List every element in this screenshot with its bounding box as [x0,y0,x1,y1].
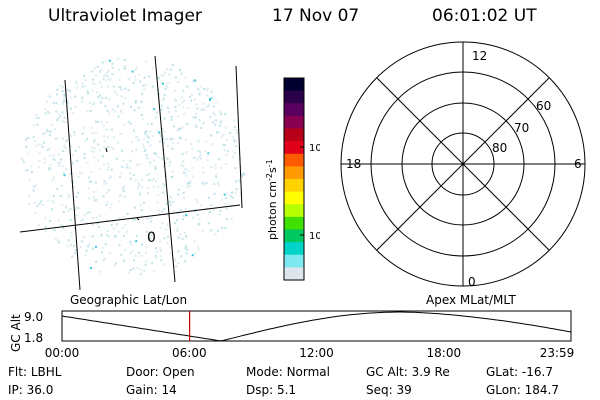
instrument-title: Ultraviolet Imager [48,6,202,26]
info-seq: Seq: 39 [366,383,412,397]
info-mode: Mode: Normal [246,365,330,379]
polar-plot: 12 18 6 0 60 70 80 [340,41,586,289]
colorbar-tick-label-10: 10 [309,231,320,242]
colorbar-unit-label: photon cm-2s-1 [265,159,279,240]
timeline-frame [61,310,572,342]
date-label: 17 Nov 07 [272,6,360,26]
colorbar-frame [283,77,305,281]
timeline-ytick-bottom: 1.8 [24,331,43,345]
geo-grid-mark [136,217,140,221]
mlt-label-6: 6 [574,157,582,171]
mlt-label-18: 18 [346,157,361,171]
colorbar-swatch [284,216,304,231]
apex-projection-label: Apex MLat/MLT [426,293,516,307]
colorbar-swatch [284,90,304,104]
geo-grid-line [154,55,176,283]
info-dsp: Dsp: 5.1 [246,383,297,397]
colorbar-gradient [284,78,304,281]
time-label: 06:01:02 UT [432,6,537,26]
colorbar-swatch [284,103,304,117]
info-gain: Gain: 14 [126,383,177,397]
colorbar-swatch [284,229,304,243]
colorbar: 100 10 photon cm-2s-1 [265,77,320,281]
mlat-label-60: 60 [536,99,551,113]
colorbar-swatch [284,115,304,130]
geo-grid-line [64,79,81,290]
timeline-xtick-label: 12:00 [299,346,334,360]
colorbar-swatch [284,141,304,155]
mlat-label-80: 80 [492,141,507,155]
mlt-label-0: 0 [468,275,476,289]
timeline-ylabel: GC Alt [9,314,23,352]
geographic-projection-label: Geographic Lat/Lon [70,293,188,307]
uv-emission-speckles [20,58,246,276]
geo-grid-line [19,204,241,233]
colorbar-tick-label-100: 100 [309,143,320,154]
info-ip: IP: 36.0 [8,383,54,397]
colorbar-swatch [284,204,304,218]
timeline-xtick-label: 23:59 [540,346,575,360]
geo-grid-mark [105,147,108,153]
info-glon: GLon: 184.7 [486,383,559,397]
grid-label: 0 [147,230,156,246]
colorbar-swatch [284,254,304,268]
timeline-xtick-label: 06:00 [172,346,207,360]
colorbar-swatch [284,242,304,256]
info-gc-alt: GC Alt: 3.9 Re [366,365,450,379]
timeline-xtick-label: 18:00 [427,346,462,360]
colorbar-swatch [284,166,304,180]
timeline-xtick-label: 00:00 [45,346,80,360]
polar-meridian [376,77,550,251]
colorbar-swatch [284,267,304,281]
altitude-timeline: GC Alt 9.0 1.8 00:00 06:00 12:00 18:00 23:59 [9,310,575,360]
colorbar-swatch [284,78,304,92]
colorbar-swatch [284,153,304,167]
info-glat: GLat: -16.7 [486,365,553,379]
geo-grid-line [235,65,243,209]
colorbar-swatch [284,191,304,205]
info-door: Door: Open [126,365,195,379]
altitude-curve [61,311,572,342]
uv-image-panel: 0 [19,55,246,290]
mlat-label-70: 70 [514,121,529,135]
colorbar-swatch [284,179,304,193]
info-filter: Flt: LBHL [8,365,62,379]
colorbar-swatch [284,128,304,142]
mlt-label-12: 12 [472,49,487,63]
timeline-ytick-top: 9.0 [24,310,43,324]
